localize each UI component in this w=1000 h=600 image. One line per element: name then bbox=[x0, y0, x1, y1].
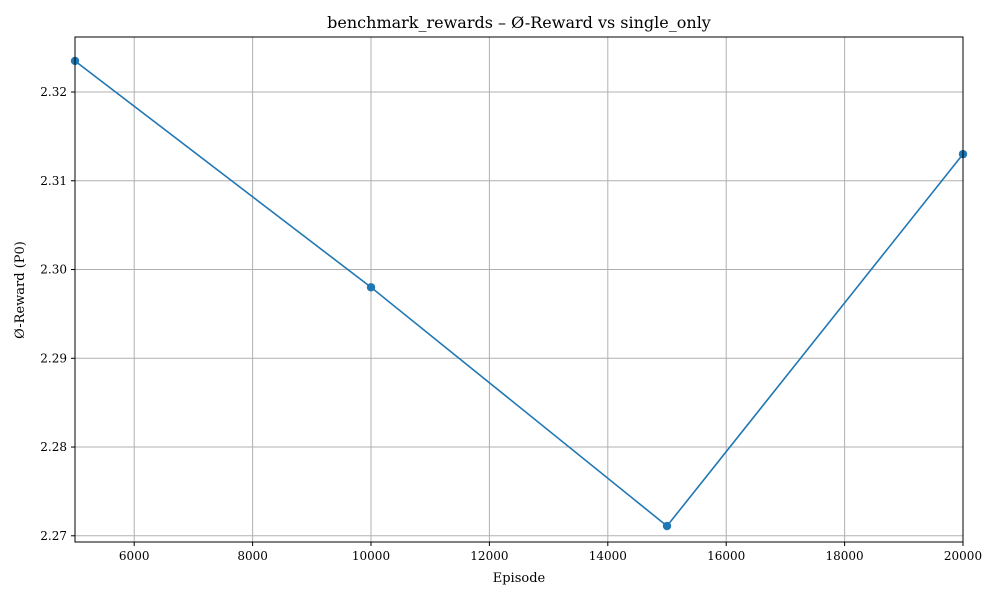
data-point bbox=[662, 521, 672, 531]
y-axis-label: Ø-Reward (P0) bbox=[13, 241, 28, 339]
x-tick-label: 8000 bbox=[237, 549, 268, 563]
x-tick-label: 16000 bbox=[707, 549, 745, 563]
x-tick-label: 10000 bbox=[352, 549, 390, 563]
y-tick-label: 2.28 bbox=[40, 440, 67, 454]
x-tick-label: 14000 bbox=[589, 549, 627, 563]
grid-lines bbox=[75, 37, 964, 542]
y-tick-label: 2.27 bbox=[40, 529, 67, 543]
y-tick-label: 2.32 bbox=[40, 85, 67, 99]
x-axis-ticks: 6000 8000 10000 12000 14000 16000 18000 20000 bbox=[119, 542, 982, 563]
y-axis-ticks: 2.27 2.28 2.29 2.30 2.31 2.32 bbox=[40, 85, 75, 543]
y-tick-label: 2.31 bbox=[40, 174, 67, 188]
x-tick-label: 12000 bbox=[470, 549, 508, 563]
y-tick-label: 2.30 bbox=[40, 263, 67, 277]
series-line bbox=[74, 60, 964, 528]
chart-title: benchmark_rewards – Ø-Reward vs single_o… bbox=[327, 13, 711, 32]
data-point bbox=[366, 283, 376, 292]
x-axis-label: Episode bbox=[493, 571, 546, 586]
y-tick-label: 2.29 bbox=[40, 351, 67, 365]
x-tick-label: 6000 bbox=[119, 549, 150, 563]
plot-frame bbox=[74, 36, 964, 543]
x-tick-label: 18000 bbox=[826, 549, 864, 563]
x-tick-label: 20000 bbox=[944, 549, 982, 563]
